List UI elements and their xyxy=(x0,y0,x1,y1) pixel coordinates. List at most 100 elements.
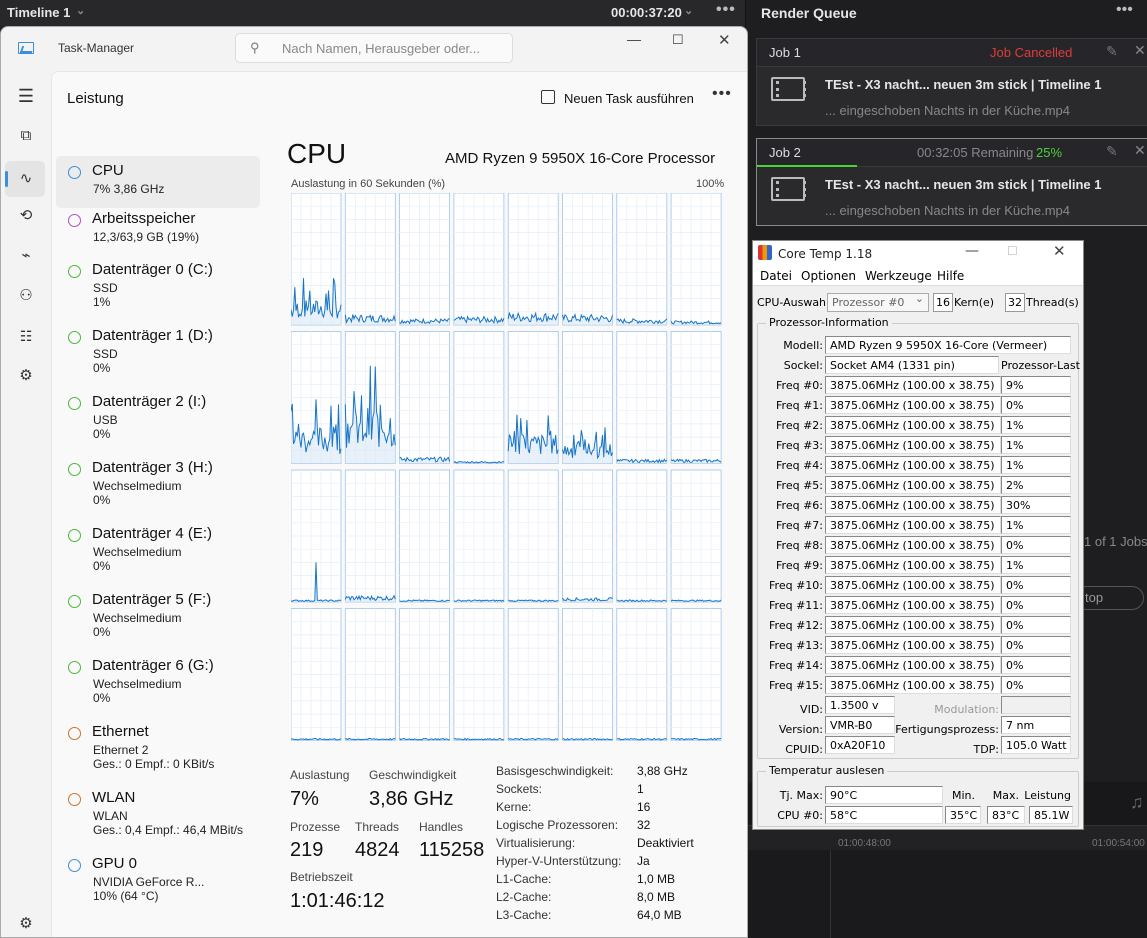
core-graph-line xyxy=(291,278,342,319)
core-graph-line xyxy=(344,594,396,602)
startup-apps-icon[interactable]: ⌁ xyxy=(21,247,31,264)
graph-max-label: 100% xyxy=(696,178,725,190)
settings-icon[interactable]: ⚙ xyxy=(19,915,33,932)
more-options-icon[interactable]: ••• xyxy=(1116,1,1133,18)
processes-icon[interactable]: ⧉ xyxy=(20,127,32,144)
stop-button[interactable]: top xyxy=(1074,586,1144,610)
resource-color-icon xyxy=(68,265,81,278)
detail-value: 1 xyxy=(637,782,644,796)
search-input[interactable]: ⚲ Nach Namen, Herausgeber oder... xyxy=(235,33,513,63)
detail-label: Virtualisierung: xyxy=(496,836,576,850)
app-history-icon[interactable]: ⟲ xyxy=(19,207,33,224)
uptime-value: 1:01:46:12 xyxy=(290,890,385,912)
processes-value: 219 xyxy=(290,839,324,861)
sidebar-item[interactable]: Arbeitsspeicher 12,3/63,9 GB (19%) xyxy=(56,204,260,256)
socket-value: Socket AM4 (1331 pin) xyxy=(825,356,999,374)
hamburger-menu-icon[interactable]: ☰ xyxy=(17,86,35,106)
freq-value: 3875.06MHz (100.00 x 38.75) xyxy=(825,476,1001,494)
close-icon[interactable]: ✕ xyxy=(718,32,731,49)
minimize-icon[interactable]: — xyxy=(627,31,641,47)
sidebar-item-label: Ethernet xyxy=(92,723,149,740)
cpu-select-dropdown[interactable]: Prozessor #0 xyxy=(827,292,929,312)
group-label: Prozessor-Information xyxy=(766,316,892,329)
resource-color-icon xyxy=(68,166,81,179)
sidebar-item[interactable]: Datenträger 0 (C:) SSD 1% xyxy=(56,255,260,321)
sidebar-item[interactable]: Datenträger 4 (E:) Wechselmedium 0% xyxy=(56,519,260,585)
maximize-icon[interactable]: ☐ xyxy=(672,32,684,47)
resource-color-icon xyxy=(68,529,81,542)
timeline-title[interactable]: Timeline 1 xyxy=(7,5,71,20)
more-options-icon[interactable]: ••• xyxy=(712,85,732,102)
timeline-track-area[interactable] xyxy=(745,850,1147,938)
users-icon[interactable]: ⚇ xyxy=(19,287,33,304)
services-icon[interactable]: ⚙ xyxy=(19,367,33,384)
process-label: Fertigungsprozess: xyxy=(895,723,999,736)
freq-value: 3875.06MHz (100.00 x 38.75) xyxy=(825,436,1001,454)
task-manager-icon xyxy=(18,42,34,54)
maximize-icon[interactable]: ☐ xyxy=(1007,244,1018,258)
process-value: 7 nm xyxy=(1001,716,1071,734)
render-job[interactable]: Job 2 00:32:05 Remaining 25% ✎ ✕ TEst - … xyxy=(756,138,1147,226)
core-graph xyxy=(453,608,505,741)
menu-optionen[interactable]: Optionen xyxy=(801,269,857,283)
performance-icon[interactable]: ∿ xyxy=(19,170,33,187)
menu-hilfe[interactable]: Hilfe xyxy=(937,269,965,283)
core-graph-area xyxy=(671,599,722,602)
title-bar[interactable]: Core Temp 1.18 — ☐ ✕ xyxy=(753,241,1083,266)
core-load: 2% xyxy=(1001,476,1071,494)
menu-werkzeuge[interactable]: Werkzeuge xyxy=(865,269,932,283)
sidebar-item[interactable]: WLAN WLAN Ges.: 0,4 Empf.: 46,4 MBit/s xyxy=(56,783,260,849)
sidebar-item-value: Ges.: 0,4 Empf.: 46,4 MBit/s xyxy=(93,823,244,837)
pencil-icon[interactable]: ✎ xyxy=(1106,43,1118,59)
sidebar-item[interactable]: Datenträger 3 (H:) Wechselmedium 0% xyxy=(56,453,260,519)
sidebar-item[interactable]: Datenträger 6 (G:) Wechselmedium 0% xyxy=(56,651,260,717)
core-graph-line xyxy=(507,737,559,741)
more-options-icon[interactable]: ••• xyxy=(716,1,736,18)
sidebar-item[interactable]: CPU 7% 3,86 GHz xyxy=(56,156,260,208)
freq-label: Freq #13: xyxy=(769,639,823,652)
close-icon[interactable]: ✕ xyxy=(1134,42,1146,58)
core-graph xyxy=(670,193,722,326)
core-temp-window: Core Temp 1.18 — ☐ ✕ Datei Optionen Werk… xyxy=(752,240,1084,830)
core-graph-line xyxy=(508,599,559,602)
core-graph xyxy=(562,608,613,741)
details-icon[interactable]: ☷ xyxy=(19,328,33,344)
pencil-icon[interactable]: ✎ xyxy=(1106,143,1118,159)
sidebar-item[interactable]: Datenträger 5 (F:) Wechselmedium 0% xyxy=(56,585,260,651)
music-note-icon[interactable]: ♫ xyxy=(1130,792,1144,812)
freq-value: 3875.06MHz (100.00 x 38.75) xyxy=(825,556,1001,574)
detail-value: Ja xyxy=(637,854,650,868)
threads-count: 32 xyxy=(1005,293,1025,312)
sidebar-item[interactable]: Datenträger 2 (I:) USB 0% xyxy=(56,387,260,453)
core-graph xyxy=(399,469,450,603)
core-load: 0% xyxy=(1001,576,1071,594)
new-task-button[interactable]: Neuen Task ausführen xyxy=(564,91,694,106)
chevron-down-icon[interactable]: ⌄ xyxy=(684,5,694,17)
render-queue-title: Render Queue xyxy=(761,5,857,21)
close-icon[interactable]: ✕ xyxy=(1134,142,1146,158)
core-graph-line xyxy=(291,562,342,602)
detail-value: 1,0 MB xyxy=(637,872,676,886)
chevron-down-icon[interactable]: ⌄ xyxy=(76,5,86,17)
render-job[interactable]: Job 1 Job Cancelled ✎ ✕ TEst - X3 nacht.… xyxy=(756,38,1147,126)
vid-label: VID: xyxy=(800,703,823,716)
sidebar-item[interactable]: Datenträger 1 (D:) SSD 0% xyxy=(56,321,260,387)
title-bar[interactable]: Task-Manager ⚲ Nach Namen, Herausgeber o… xyxy=(1,27,747,71)
core-graph xyxy=(291,469,342,603)
sidebar-item-detail: 7% 3,86 GHz xyxy=(93,182,165,196)
detail-label: Hyper-V-Unterstützung: xyxy=(496,854,622,868)
sidebar-item[interactable]: Ethernet Ethernet 2 Ges.: 0 Empf.: 0 KBit/… xyxy=(56,717,260,783)
cpu-heading: CPU xyxy=(287,138,347,169)
threads-label: Thread(s) xyxy=(1026,296,1079,309)
sidebar-item-label: Arbeitsspeicher xyxy=(92,210,196,227)
socket-label: Sockel: xyxy=(783,359,823,372)
minimize-icon[interactable]: — xyxy=(965,243,979,259)
new-task-icon[interactable] xyxy=(541,90,555,104)
core-graph-line xyxy=(670,320,722,325)
menu-datei[interactable]: Datei xyxy=(760,269,793,283)
core-graph-area xyxy=(345,365,396,464)
core-load: 1% xyxy=(1001,416,1071,434)
sidebar-item[interactable]: GPU 0 NVIDIA GeForce R... 10% (64 °C) xyxy=(56,849,260,915)
close-icon[interactable]: ✕ xyxy=(1053,242,1066,260)
tdp-value: 105.0 Watt xyxy=(1001,736,1071,754)
